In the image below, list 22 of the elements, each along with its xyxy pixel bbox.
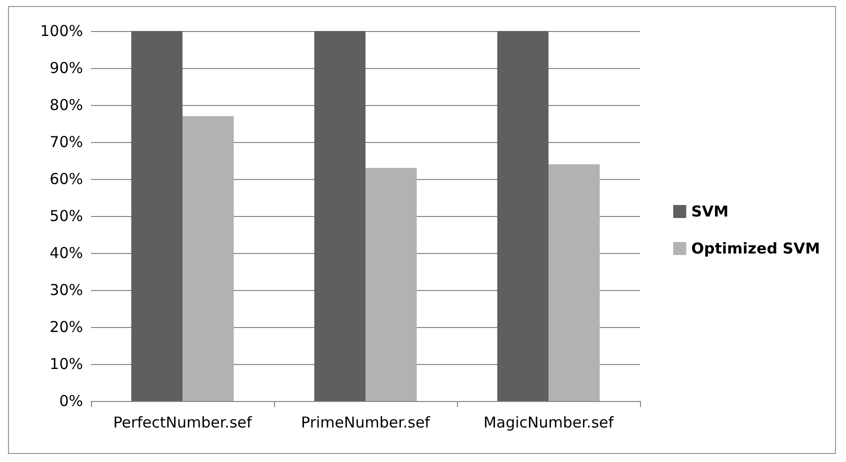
y-tick-label: 100% [40,22,83,40]
bar [131,31,182,401]
bar [182,116,234,401]
y-tick-label: 30% [50,281,83,299]
y-tick-label: 90% [50,59,83,77]
y-tick-label: 70% [50,133,83,151]
y-tick-label: 50% [50,207,83,225]
y-tick-label: 80% [50,96,83,114]
legend-label: Optimized SVM [691,240,820,258]
bar [548,164,600,401]
y-tick-label: 40% [50,244,83,262]
bar [314,31,366,401]
x-tick-label: PerfectNumber.sef [113,414,252,432]
y-tick-label: 0% [59,392,83,410]
bar [497,31,548,401]
legend-label: SVM [691,202,729,220]
x-tick-label: PrimeNumber.sef [301,414,431,432]
y-tick-label: 20% [50,318,83,336]
bar [366,168,417,401]
y-tick-label: 10% [50,355,83,373]
x-tick-label: MagicNumber.sef [483,414,614,432]
y-tick-label: 60% [50,170,83,188]
